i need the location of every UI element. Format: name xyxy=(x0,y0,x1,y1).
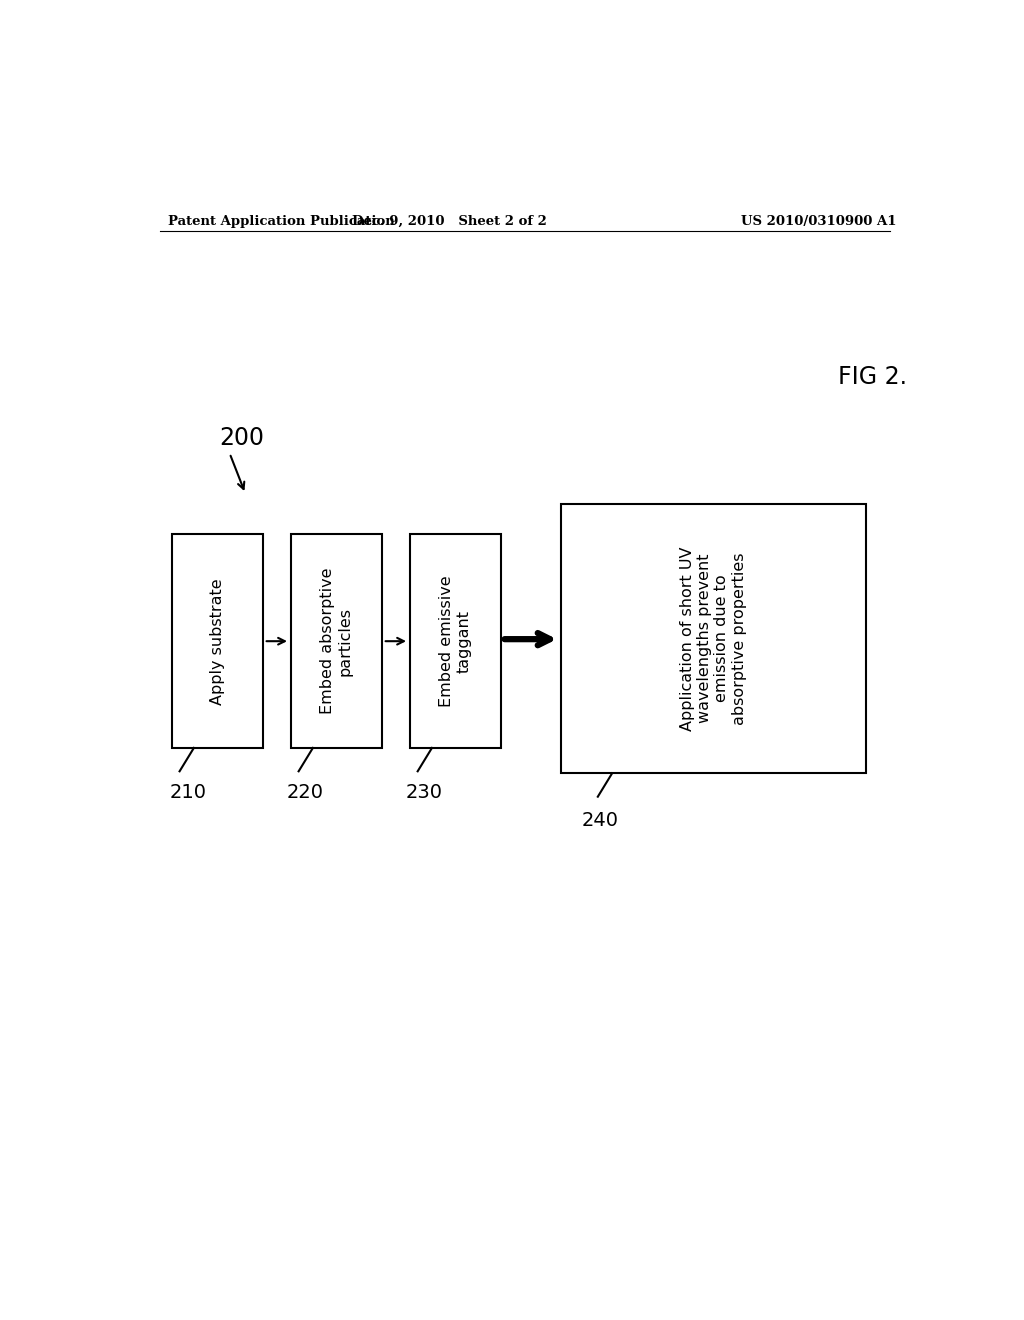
Text: 200: 200 xyxy=(219,426,264,450)
Text: Application of short UV
wavelengths prevent
emission due to
absorptive propertie: Application of short UV wavelengths prev… xyxy=(680,546,746,731)
Bar xyxy=(291,535,382,748)
Bar xyxy=(560,504,866,774)
Text: Dec. 9, 2010   Sheet 2 of 2: Dec. 9, 2010 Sheet 2 of 2 xyxy=(352,215,547,228)
Text: 210: 210 xyxy=(169,784,206,803)
Text: Embed emissive
taggant: Embed emissive taggant xyxy=(439,576,472,708)
Text: 240: 240 xyxy=(582,810,618,830)
Text: FIG 2.: FIG 2. xyxy=(839,364,907,389)
Text: Embed absorptive
particles: Embed absorptive particles xyxy=(321,568,352,714)
Text: Patent Application Publication: Patent Application Publication xyxy=(168,215,394,228)
Bar xyxy=(172,535,263,748)
Text: 230: 230 xyxy=(406,784,442,803)
Text: 220: 220 xyxy=(287,784,324,803)
Bar xyxy=(410,535,501,748)
Text: US 2010/0310900 A1: US 2010/0310900 A1 xyxy=(740,215,896,228)
Text: Apply substrate: Apply substrate xyxy=(210,578,225,705)
